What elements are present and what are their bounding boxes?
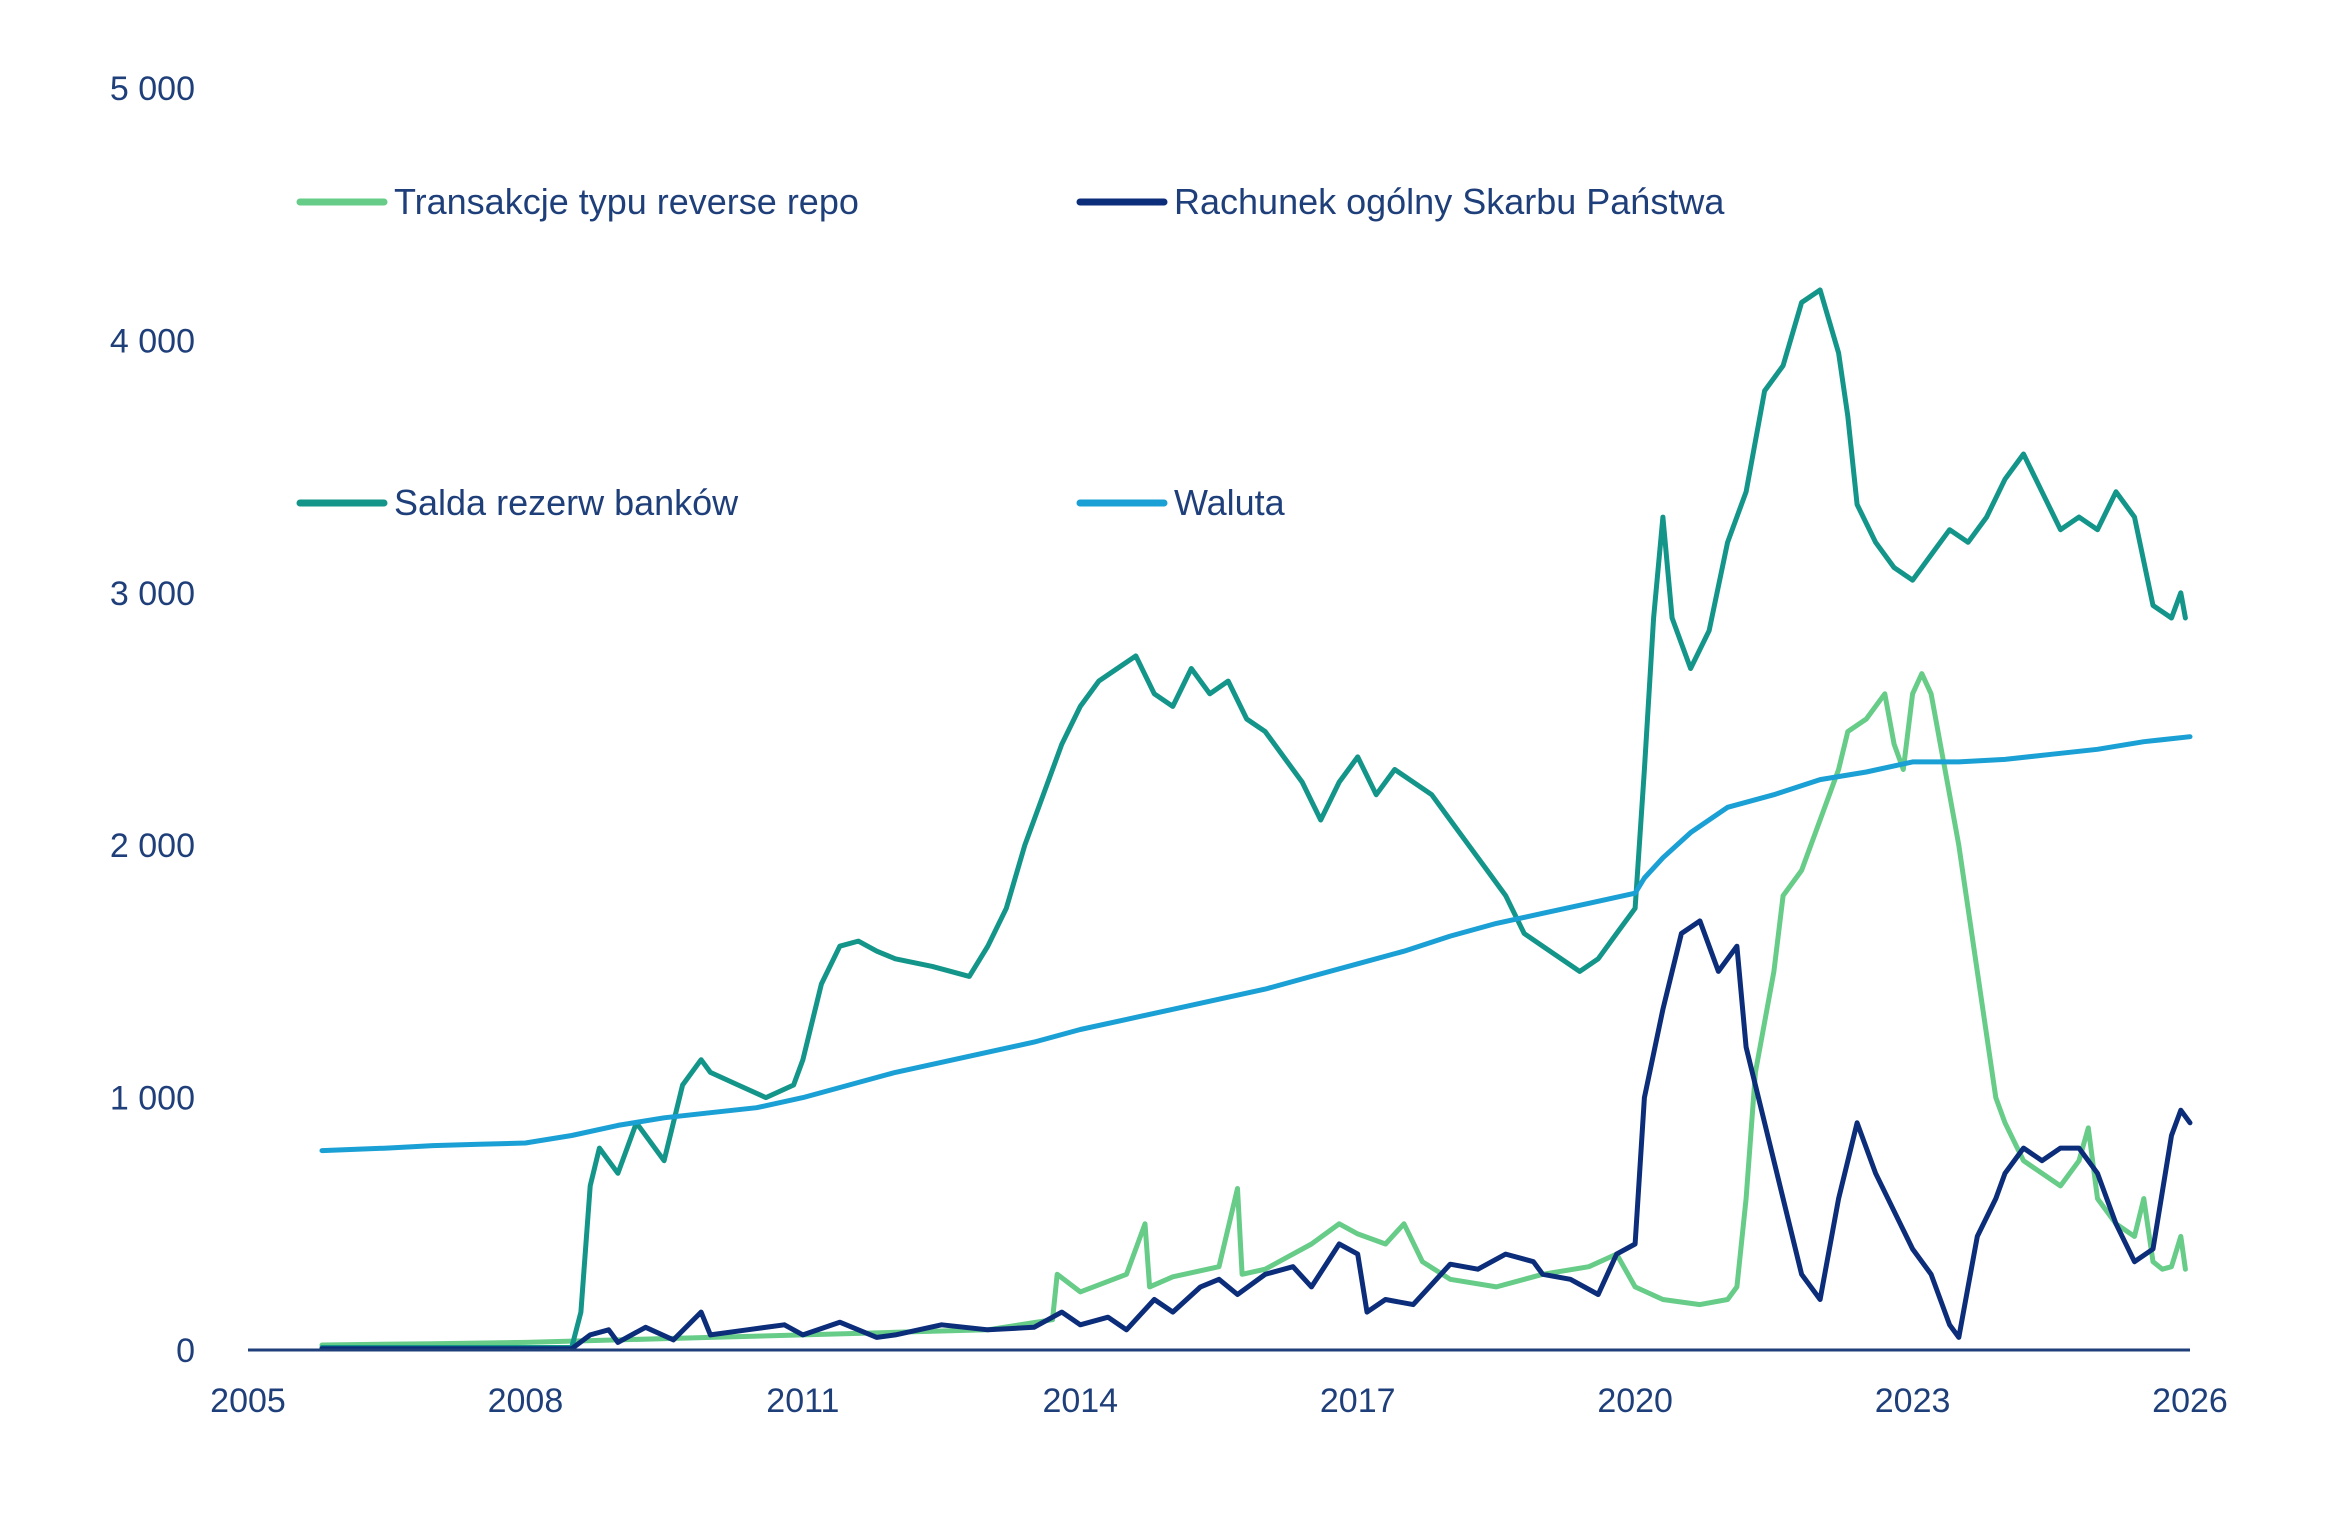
- x-tick-label: 2023: [1875, 1382, 1951, 1420]
- series-line-0: [319, 671, 2188, 1348]
- legend-label: Waluta: [1174, 482, 1286, 523]
- y-tick-label: 1 000: [110, 1080, 195, 1118]
- x-tick-label: 2014: [1042, 1382, 1118, 1420]
- legend-item: Rachunek ogólny Skarbu Państwa: [1076, 181, 1725, 222]
- legend-label: Transakcje typu reverse repo: [394, 181, 859, 222]
- legend: Transakcje typu reverse repo Rachunek ogó…: [296, 181, 1725, 523]
- legend-item: Transakcje typu reverse repo: [296, 181, 859, 222]
- x-tick-label: 2020: [1597, 1382, 1673, 1420]
- y-tick-label: 4 000: [110, 322, 195, 360]
- series-lines: [319, 287, 2193, 1352]
- x-tick-label: 2017: [1320, 1382, 1396, 1420]
- series-line-2: [319, 287, 2188, 1350]
- y-axis-tick-labels: 0 1 000 2 000 3 000 4 000 5 000: [110, 70, 195, 1370]
- x-tick-label: 2026: [2152, 1382, 2228, 1420]
- y-tick-label: 0: [176, 1332, 195, 1370]
- x-tick-label: 2008: [488, 1382, 564, 1420]
- y-tick-label: 5 000: [110, 70, 195, 108]
- y-tick-label: 3 000: [110, 575, 195, 613]
- legend-item: Waluta: [1076, 482, 1286, 523]
- series-line-3: [319, 734, 2193, 1154]
- legend-label: Rachunek ogólny Skarbu Państwa: [1174, 181, 1725, 222]
- legend-label: Salda rezerw banków: [394, 482, 739, 523]
- x-axis-tick-labels: 2005 2008 2011 2014 2017 2020 2023 2026: [210, 1382, 2228, 1420]
- y-tick-label: 2 000: [110, 827, 195, 865]
- series-line-1: [319, 918, 2193, 1352]
- x-tick-label: 2005: [210, 1382, 286, 1420]
- x-tick-label: 2011: [766, 1382, 839, 1420]
- legend-item: Salda rezerw banków: [296, 482, 739, 523]
